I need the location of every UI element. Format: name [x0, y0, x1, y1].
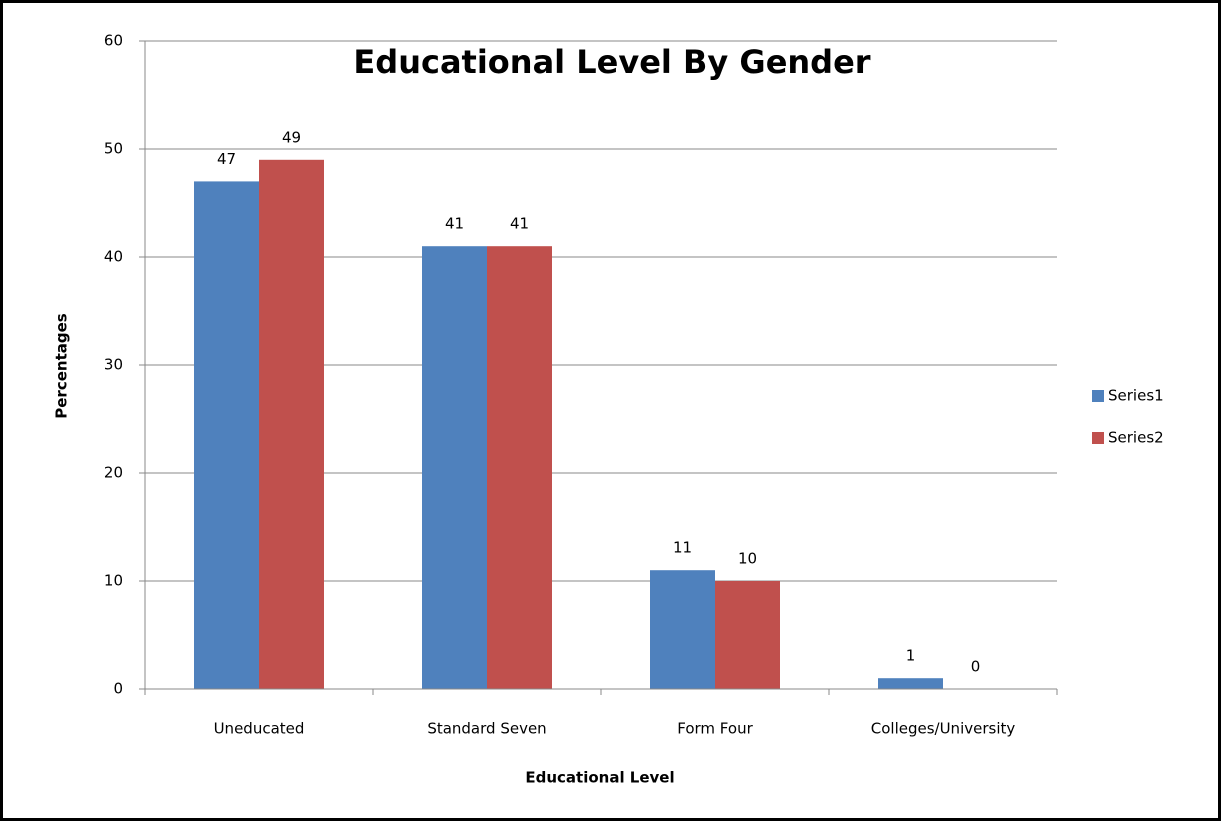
x-tick-label: Colleges/University [871, 720, 1016, 738]
bar [194, 181, 259, 689]
bar [259, 159, 324, 690]
data-label: 49 [282, 128, 301, 146]
data-label: 47 [217, 150, 236, 168]
y-axis-label: Percentages [53, 313, 71, 419]
x-tick-label: Form Four [677, 720, 753, 738]
data-label: 0 [971, 658, 981, 676]
y-tick-label: 40 [104, 248, 123, 266]
bar [487, 246, 552, 689]
x-tick-label: Standard Seven [427, 720, 546, 738]
bar [422, 246, 487, 689]
data-label: 1 [906, 647, 916, 665]
y-tick-label: 0 [113, 680, 123, 698]
legend-label: Series2 [1108, 429, 1164, 447]
legend-swatch [1092, 432, 1104, 444]
y-tick-label: 50 [104, 140, 123, 158]
bar [650, 570, 715, 689]
bar [715, 581, 780, 689]
data-label: 10 [738, 550, 757, 568]
y-tick-label: 20 [104, 464, 123, 482]
y-tick-label: 60 [104, 32, 123, 50]
y-tick-label: 10 [104, 572, 123, 590]
legend-label: Series1 [1108, 387, 1164, 405]
data-label: 41 [510, 215, 529, 233]
y-tick-label: 30 [104, 356, 123, 374]
data-label: 41 [445, 215, 464, 233]
bar [878, 678, 943, 689]
x-axis-label: Educational Level [525, 769, 674, 787]
legend-swatch [1092, 390, 1104, 402]
data-label: 11 [673, 539, 692, 557]
x-tick-label: Uneducated [214, 720, 305, 738]
chart-title: Educational Level By Gender [353, 43, 870, 81]
